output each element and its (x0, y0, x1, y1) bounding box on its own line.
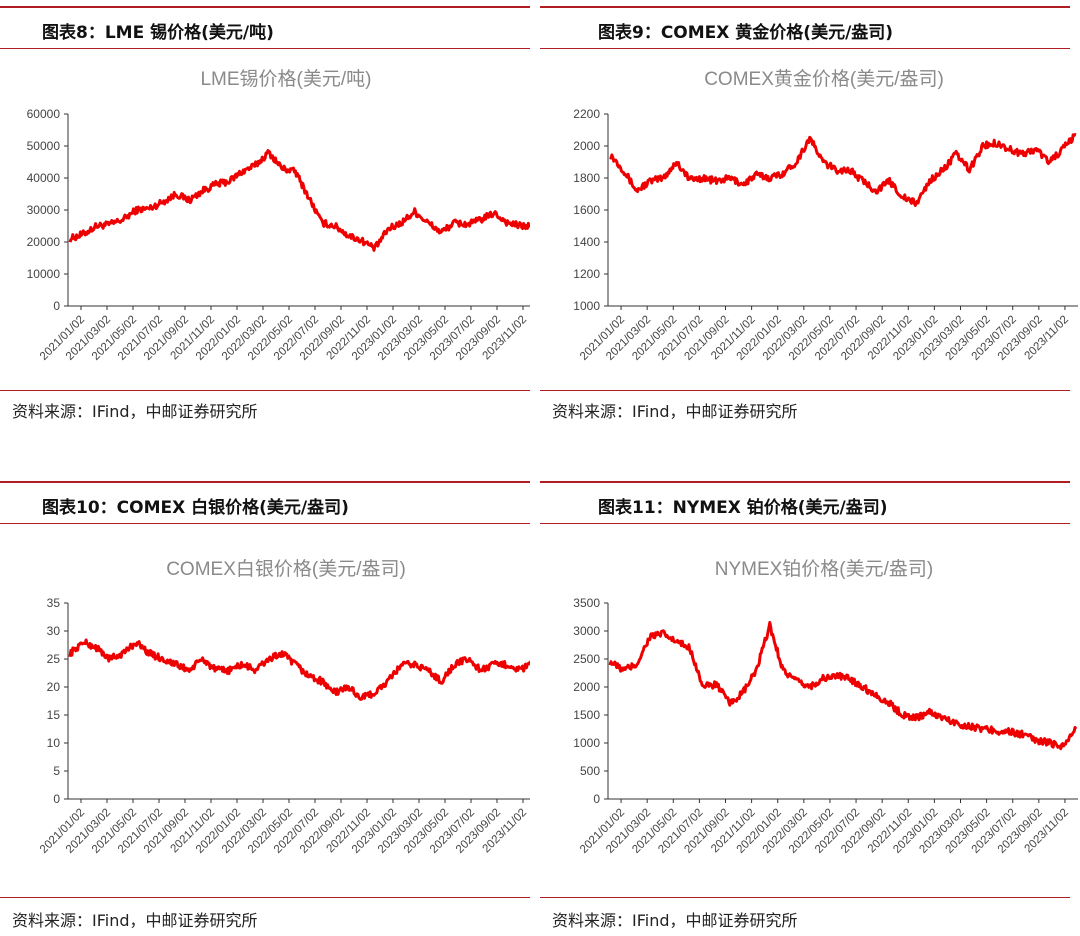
series-line (608, 621, 1078, 751)
y-tick-label: 1000 (573, 299, 600, 313)
y-tick-label: 3000 (573, 624, 600, 638)
chart-header: 图表8：LME 锡价格(美元/吨) (42, 23, 274, 43)
y-tick-label: 10000 (27, 267, 61, 281)
header-underline (540, 48, 1070, 49)
y-tick-label: 2200 (573, 107, 600, 121)
y-tick-label: 20000 (27, 235, 61, 249)
chart-title: COMEX白银价格(美元/盎司) (166, 558, 406, 580)
chart-panel-comex-silver: 图表10：COMEX 白银价格(美元/盎司) COMEX白银价格(美元/盎司) 0… (0, 475, 530, 936)
y-tick-label: 50000 (27, 139, 61, 153)
chart-header: 图表9：COMEX 黄金价格(美元/盎司) (598, 23, 894, 43)
y-tick-label: 0 (53, 792, 60, 806)
chart-title: COMEX黄金价格(美元/盎司) (704, 68, 944, 90)
y-tick-label: 1500 (573, 708, 600, 722)
y-tick-label: 1200 (573, 267, 600, 281)
y-tick-label: 1400 (573, 235, 600, 249)
source-rule (0, 897, 530, 898)
source-note: 资料来源：IFind，中邮证券研究所 (12, 911, 258, 930)
y-tick-label: 2000 (573, 680, 600, 694)
header-underline (0, 48, 530, 49)
y-tick-label: 0 (53, 299, 60, 313)
y-tick-label: 35 (47, 596, 61, 610)
y-tick-label: 60000 (27, 107, 61, 121)
header-rule (0, 481, 530, 483)
y-tick-label: 1000 (573, 736, 600, 750)
chart-panel-nymex-platinum: 图表11：NYMEX 铂价格(美元/盎司) NYMEX铂价格(美元/盎司) 0 50… (540, 475, 1078, 936)
y-tick-label: 3500 (573, 596, 600, 610)
y-tick-label: 15 (47, 708, 61, 722)
series-line (68, 149, 530, 252)
chart-panel-lme-tin: 图表8：LME 锡价格(美元/吨) LME锡价格(美元/吨) 0 10000 2000… (0, 0, 530, 430)
y-tick-label: 30 (47, 624, 61, 638)
line-chart: COMEX白银价格(美元/盎司)051015202530352021/01/02… (38, 558, 530, 856)
y-tick-label: 5 (53, 764, 60, 778)
chart-title: NYMEX铂价格(美元/盎司) (715, 558, 934, 580)
series-line (609, 133, 1077, 207)
source-note: 资料来源：IFind，中邮证券研究所 (12, 402, 258, 421)
chart-panel-comex-gold: 图表9：COMEX 黄金价格(美元/盎司) COMEX黄金价格(美元/盎司) 10… (540, 0, 1078, 430)
header-rule (540, 481, 1070, 483)
series-line (68, 638, 530, 701)
source-rule (540, 897, 1070, 898)
y-tick-label: 25 (47, 652, 61, 666)
y-tick-label: 500 (580, 764, 600, 778)
y-tick-label: 2000 (573, 139, 600, 153)
header-underline (0, 523, 530, 524)
line-chart: NYMEX铂价格(美元/盎司) 0 500 1000 1500 2000 2500 3000 3… (573, 558, 1078, 856)
y-tick-label: 30000 (27, 203, 61, 217)
header-rule (540, 6, 1070, 8)
y-tick-label: 2500 (573, 652, 600, 666)
y-tick-label: 10 (47, 736, 61, 750)
source-note: 资料来源：IFind，中邮证券研究所 (552, 911, 798, 930)
source-rule (0, 390, 530, 391)
header-underline (540, 523, 1070, 524)
header-rule (0, 6, 530, 8)
y-tick-label: 40000 (27, 171, 61, 185)
source-rule (540, 390, 1070, 391)
source-note: 资料来源：IFind，中邮证券研究所 (552, 402, 798, 421)
line-chart: LME锡价格(美元/吨) 0 10000 20000 30000 40000 50000 60… (27, 68, 530, 363)
chart-header: 图表11：NYMEX 铂价格(美元/盎司) (598, 498, 888, 518)
line-chart: COMEX黄金价格(美元/盎司) 1000 1200 1400 1600 1800 2000… (573, 68, 1078, 363)
y-tick-label: 20 (47, 680, 61, 694)
chart-title: LME锡价格(美元/吨) (200, 68, 371, 90)
y-tick-label: 1600 (573, 203, 600, 217)
chart-header: 图表10：COMEX 白银价格(美元/盎司) (42, 498, 349, 518)
y-tick-label: 0 (593, 792, 600, 806)
y-tick-label: 1800 (573, 171, 600, 185)
